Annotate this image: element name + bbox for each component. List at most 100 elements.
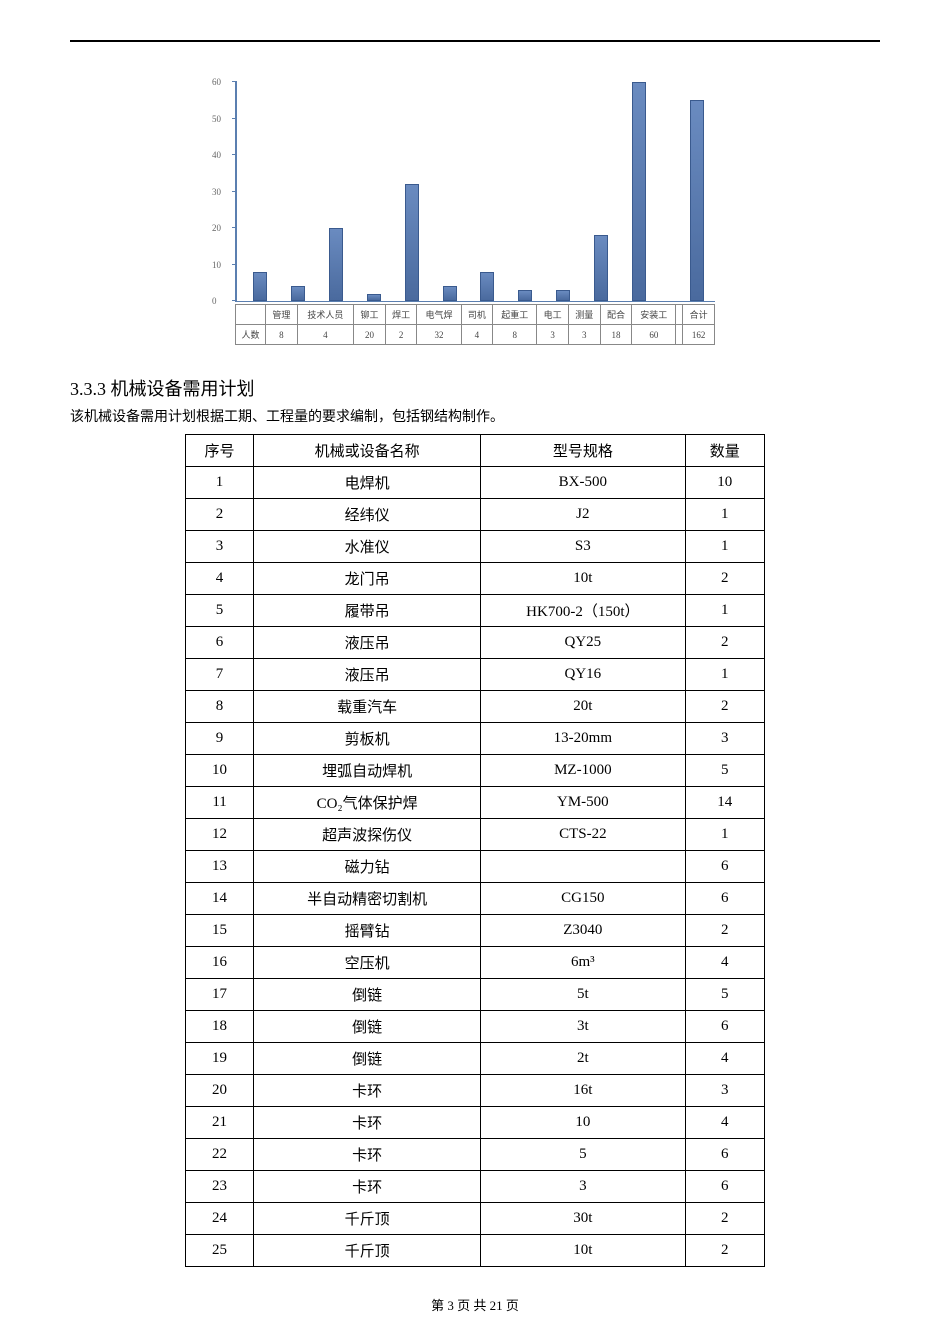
y-tick-mark <box>232 264 237 265</box>
table-cell-seq: 15 <box>186 915 254 947</box>
bar <box>253 272 267 301</box>
chart-row-label: 人数 <box>236 325 266 345</box>
table-row: 2经纬仪J21 <box>186 499 765 531</box>
bar <box>556 290 570 301</box>
y-tick-mark <box>232 118 237 119</box>
chart-category-cell: 技术人员 <box>297 305 353 325</box>
table-cell-qty: 6 <box>685 1011 765 1043</box>
y-tick-mark <box>232 191 237 192</box>
table-cell-qty: 14 <box>685 787 765 819</box>
table-cell-qty: 2 <box>685 691 765 723</box>
chart-value-cell: 18 <box>600 325 632 345</box>
bar-group <box>394 82 430 301</box>
table-cell-name: 空压机 <box>254 947 481 979</box>
table-cell-seq: 4 <box>186 563 254 595</box>
table-cell-spec: HK700-2（150t） <box>481 595 685 627</box>
table-cell-seq: 10 <box>186 755 254 787</box>
table-cell-seq: 17 <box>186 979 254 1011</box>
table-row: 19倒链2t4 <box>186 1043 765 1075</box>
table-cell-name: 卡环 <box>254 1075 481 1107</box>
table-cell-name: 经纬仪 <box>254 499 481 531</box>
y-tick-mark <box>232 227 237 228</box>
chart-category-cell: 配合 <box>600 305 632 325</box>
table-cell-qty: 5 <box>685 979 765 1011</box>
header-spec: 型号规格 <box>481 435 685 467</box>
table-row: 5履带吊HK700-2（150t）1 <box>186 595 765 627</box>
table-cell-seq: 3 <box>186 531 254 563</box>
section-description: 该机械设备需用计划根据工期、工程量的要求编制，包括钢结构制作。 <box>70 406 880 426</box>
table-cell-qty: 2 <box>685 1235 765 1267</box>
table-cell-name: 卡环 <box>254 1139 481 1171</box>
chart-category-cell: 焊工 <box>385 305 417 325</box>
table-cell-spec: 2t <box>481 1043 685 1075</box>
table-cell-spec: 3 <box>481 1171 685 1203</box>
y-tick-mark <box>232 300 237 301</box>
table-row: 21卡环104 <box>186 1107 765 1139</box>
chart-category-cell: 起重工 <box>493 305 537 325</box>
chart-bars <box>242 82 715 301</box>
table-cell-name: 千斤顶 <box>254 1235 481 1267</box>
table-row: 18倒链3t6 <box>186 1011 765 1043</box>
table-cell-spec: S3 <box>481 531 685 563</box>
table-cell-spec: 10 <box>481 1107 685 1139</box>
bar <box>594 235 608 301</box>
section-heading: 3.3.3 机械设备需用计划 <box>70 375 880 401</box>
table-row: 11CO₂气体保护焊YM-50014 <box>186 787 765 819</box>
chart-value-cell: 4 <box>297 325 353 345</box>
chart-category-cell: 合计 <box>683 305 715 325</box>
table-cell-spec <box>481 851 685 883</box>
table-cell-spec: 20t <box>481 691 685 723</box>
table-cell-seq: 14 <box>186 883 254 915</box>
table-cell-spec: QY16 <box>481 659 685 691</box>
bar-group <box>545 82 581 301</box>
table-row: 1电焊机BX-50010 <box>186 467 765 499</box>
table-cell-qty: 3 <box>685 723 765 755</box>
chart-category-cell: 铆工 <box>354 305 386 325</box>
table-cell-spec: 6m³ <box>481 947 685 979</box>
page-header-line <box>70 40 880 42</box>
table-row: 17倒链5t5 <box>186 979 765 1011</box>
table-cell-name: 千斤顶 <box>254 1203 481 1235</box>
chart-category-cell: 测量 <box>568 305 600 325</box>
y-tick-mark <box>232 81 237 82</box>
table-cell-qty: 3 <box>685 1075 765 1107</box>
table-cell-seq: 13 <box>186 851 254 883</box>
chart-category-cell: 电气焊 <box>417 305 461 325</box>
table-cell-spec: Z3040 <box>481 915 685 947</box>
table-cell-qty: 1 <box>685 819 765 851</box>
table-cell-name: 超声波探伤仪 <box>254 819 481 851</box>
table-cell-name: 液压吊 <box>254 659 481 691</box>
table-cell-seq: 21 <box>186 1107 254 1139</box>
chart-value-cell: 60 <box>632 325 676 345</box>
table-row: 6液压吊QY252 <box>186 627 765 659</box>
page-footer: 第 3 页 共 21 页 <box>0 1295 950 1314</box>
table-cell-spec: J2 <box>481 499 685 531</box>
bar-group <box>318 82 354 301</box>
table-cell-seq: 16 <box>186 947 254 979</box>
table-cell-name: 倒链 <box>254 1043 481 1075</box>
bar <box>518 290 532 301</box>
table-cell-qty: 4 <box>685 1107 765 1139</box>
table-cell-spec: 30t <box>481 1203 685 1235</box>
table-cell-seq: 9 <box>186 723 254 755</box>
chart-value-cell: 2 <box>385 325 417 345</box>
chart-value-cell: 162 <box>683 325 715 345</box>
table-cell-name: 载重汽车 <box>254 691 481 723</box>
table-cell-name: 摇臂钻 <box>254 915 481 947</box>
table-cell-seq: 24 <box>186 1203 254 1235</box>
bar <box>367 294 381 301</box>
chart-value-cell: 8 <box>266 325 298 345</box>
table-cell-name: 半自动精密切割机 <box>254 883 481 915</box>
table-cell-seq: 7 <box>186 659 254 691</box>
header-name: 机械或设备名称 <box>254 435 481 467</box>
table-cell-name: 埋弧自动焊机 <box>254 755 481 787</box>
table-cell-qty: 10 <box>685 467 765 499</box>
table-cell-name: 倒链 <box>254 1011 481 1043</box>
table-cell-seq: 2 <box>186 499 254 531</box>
table-cell-qty: 5 <box>685 755 765 787</box>
table-row: 12超声波探伤仪CTS-221 <box>186 819 765 851</box>
bar <box>405 184 419 301</box>
table-cell-name: 履带吊 <box>254 595 481 627</box>
table-cell-name: 倒链 <box>254 979 481 1011</box>
table-row: 7液压吊QY161 <box>186 659 765 691</box>
